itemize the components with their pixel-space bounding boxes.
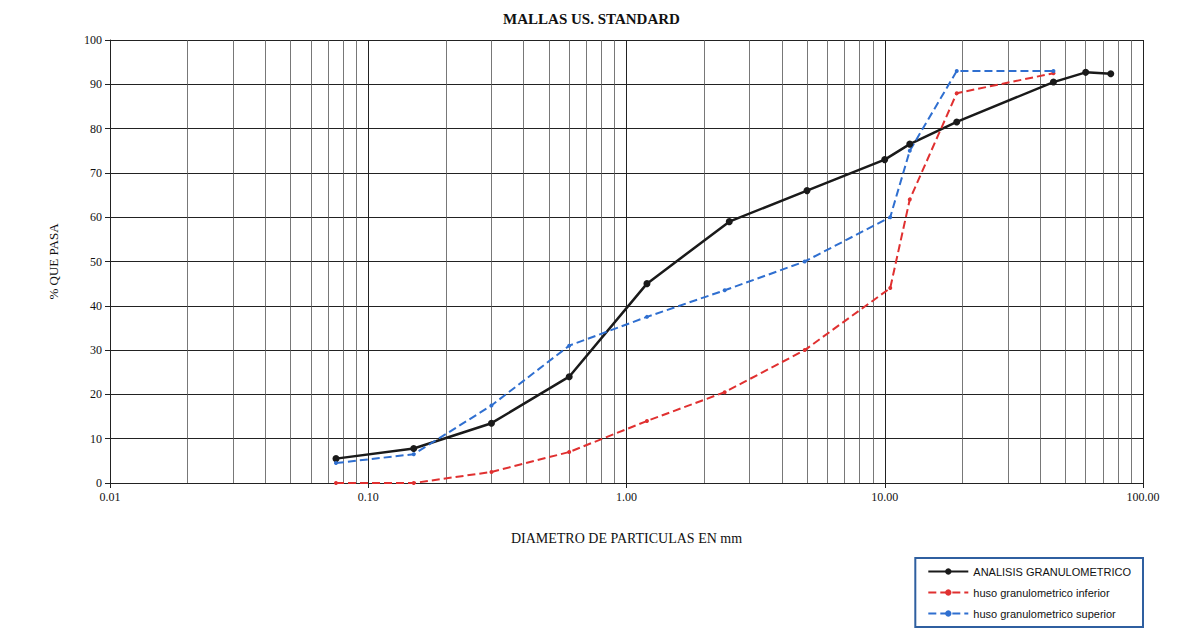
- svg-text:90: 90: [90, 77, 102, 91]
- svg-text:100.00: 100.00: [1127, 490, 1160, 504]
- svg-text:40: 40: [90, 299, 102, 313]
- svg-text:DIAMETRO DE PARTICULAS EN mm: DIAMETRO DE PARTICULAS EN mm: [511, 531, 742, 546]
- svg-text:100: 100: [84, 33, 102, 47]
- svg-text:huso granulometrico superior: huso granulometrico superior: [973, 608, 1116, 620]
- svg-text:80: 80: [90, 122, 102, 136]
- svg-text:ANALISIS GRANULOMETRICO: ANALISIS GRANULOMETRICO: [973, 566, 1131, 578]
- svg-text:huso granulometrico inferior: huso granulometrico inferior: [973, 587, 1110, 599]
- svg-text:60: 60: [90, 210, 102, 224]
- svg-text:0: 0: [96, 476, 102, 490]
- svg-text:20: 20: [90, 387, 102, 401]
- svg-text:1.00: 1.00: [616, 490, 637, 504]
- svg-text:MALLAS US. STANDARD: MALLAS US. STANDARD: [503, 11, 680, 27]
- svg-text:% QUE PASA: % QUE PASA: [46, 223, 61, 300]
- svg-text:0.10: 0.10: [358, 490, 379, 504]
- svg-text:0.01: 0.01: [100, 490, 121, 504]
- svg-text:50: 50: [90, 255, 102, 269]
- svg-text:10: 10: [90, 432, 102, 446]
- svg-text:10.00: 10.00: [871, 490, 898, 504]
- svg-text:70: 70: [90, 166, 102, 180]
- svg-text:30: 30: [90, 343, 102, 357]
